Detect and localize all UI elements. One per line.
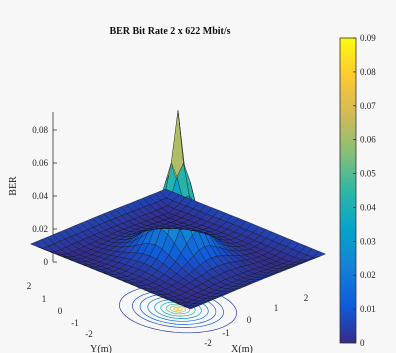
colorbar-tick-label: 0.08 [360,67,376,77]
y-axis-label: Y(m) [90,344,112,353]
x-tick-label: 1 [274,303,279,313]
colorbar-tick-label: 0 [360,338,365,348]
colorbar-tick-label: 0.07 [360,101,376,111]
contour-line [173,306,183,312]
z-tick-label: 0.06 [32,158,48,168]
colorbar: 0 0.01 0.02 0.03 0.04 0.05 0.06 0.07 0.08 0.09 [339,33,376,348]
contour-line [139,293,217,325]
contour-line [154,299,202,319]
z-tick-label: 0 [44,257,49,267]
colorbar-tick-label: 0.01 [360,304,376,314]
z-tick-label: 0.04 [32,191,48,201]
contour-line [176,308,180,310]
x-tick-label: 0 [247,315,252,325]
chart-title: BER Bit Rate 2 x 622 Mbit/s [109,26,230,37]
colorbar-tick-label: 0.03 [360,236,376,246]
colorbar-tick-label: 0.04 [360,202,376,212]
y-tick-label: 0 [58,306,63,316]
z-tick-label: 0.08 [32,125,48,135]
colorbar-tick-label: 0.02 [360,270,376,280]
colorbar-tick-label: 0.05 [360,169,376,179]
contour-line [147,296,209,322]
y-tick-label: 2 [27,281,32,291]
x-axis-label: X(m) [231,344,253,353]
surface-mesh [30,110,326,334]
colorbar-gradient [339,37,357,344]
z-tick-label: 0.02 [32,224,48,234]
x-tick-label: -2 [204,338,212,348]
contour-line [119,284,237,334]
z-axis-label: BER [8,176,19,196]
contour-line [170,305,186,313]
y-tick-label: -2 [85,329,93,339]
contour-line [160,301,196,317]
colorbar-tick-label: 0.09 [360,33,376,43]
x-tick-label: -1 [222,328,230,338]
y-tick-label: 1 [42,294,47,304]
x-tick-label: 2 [304,293,309,303]
y-tick-label: -1 [71,318,79,328]
contour-line [132,290,224,328]
surface-patch [312,251,326,258]
colorbar-tick-label: 0.06 [360,135,376,145]
